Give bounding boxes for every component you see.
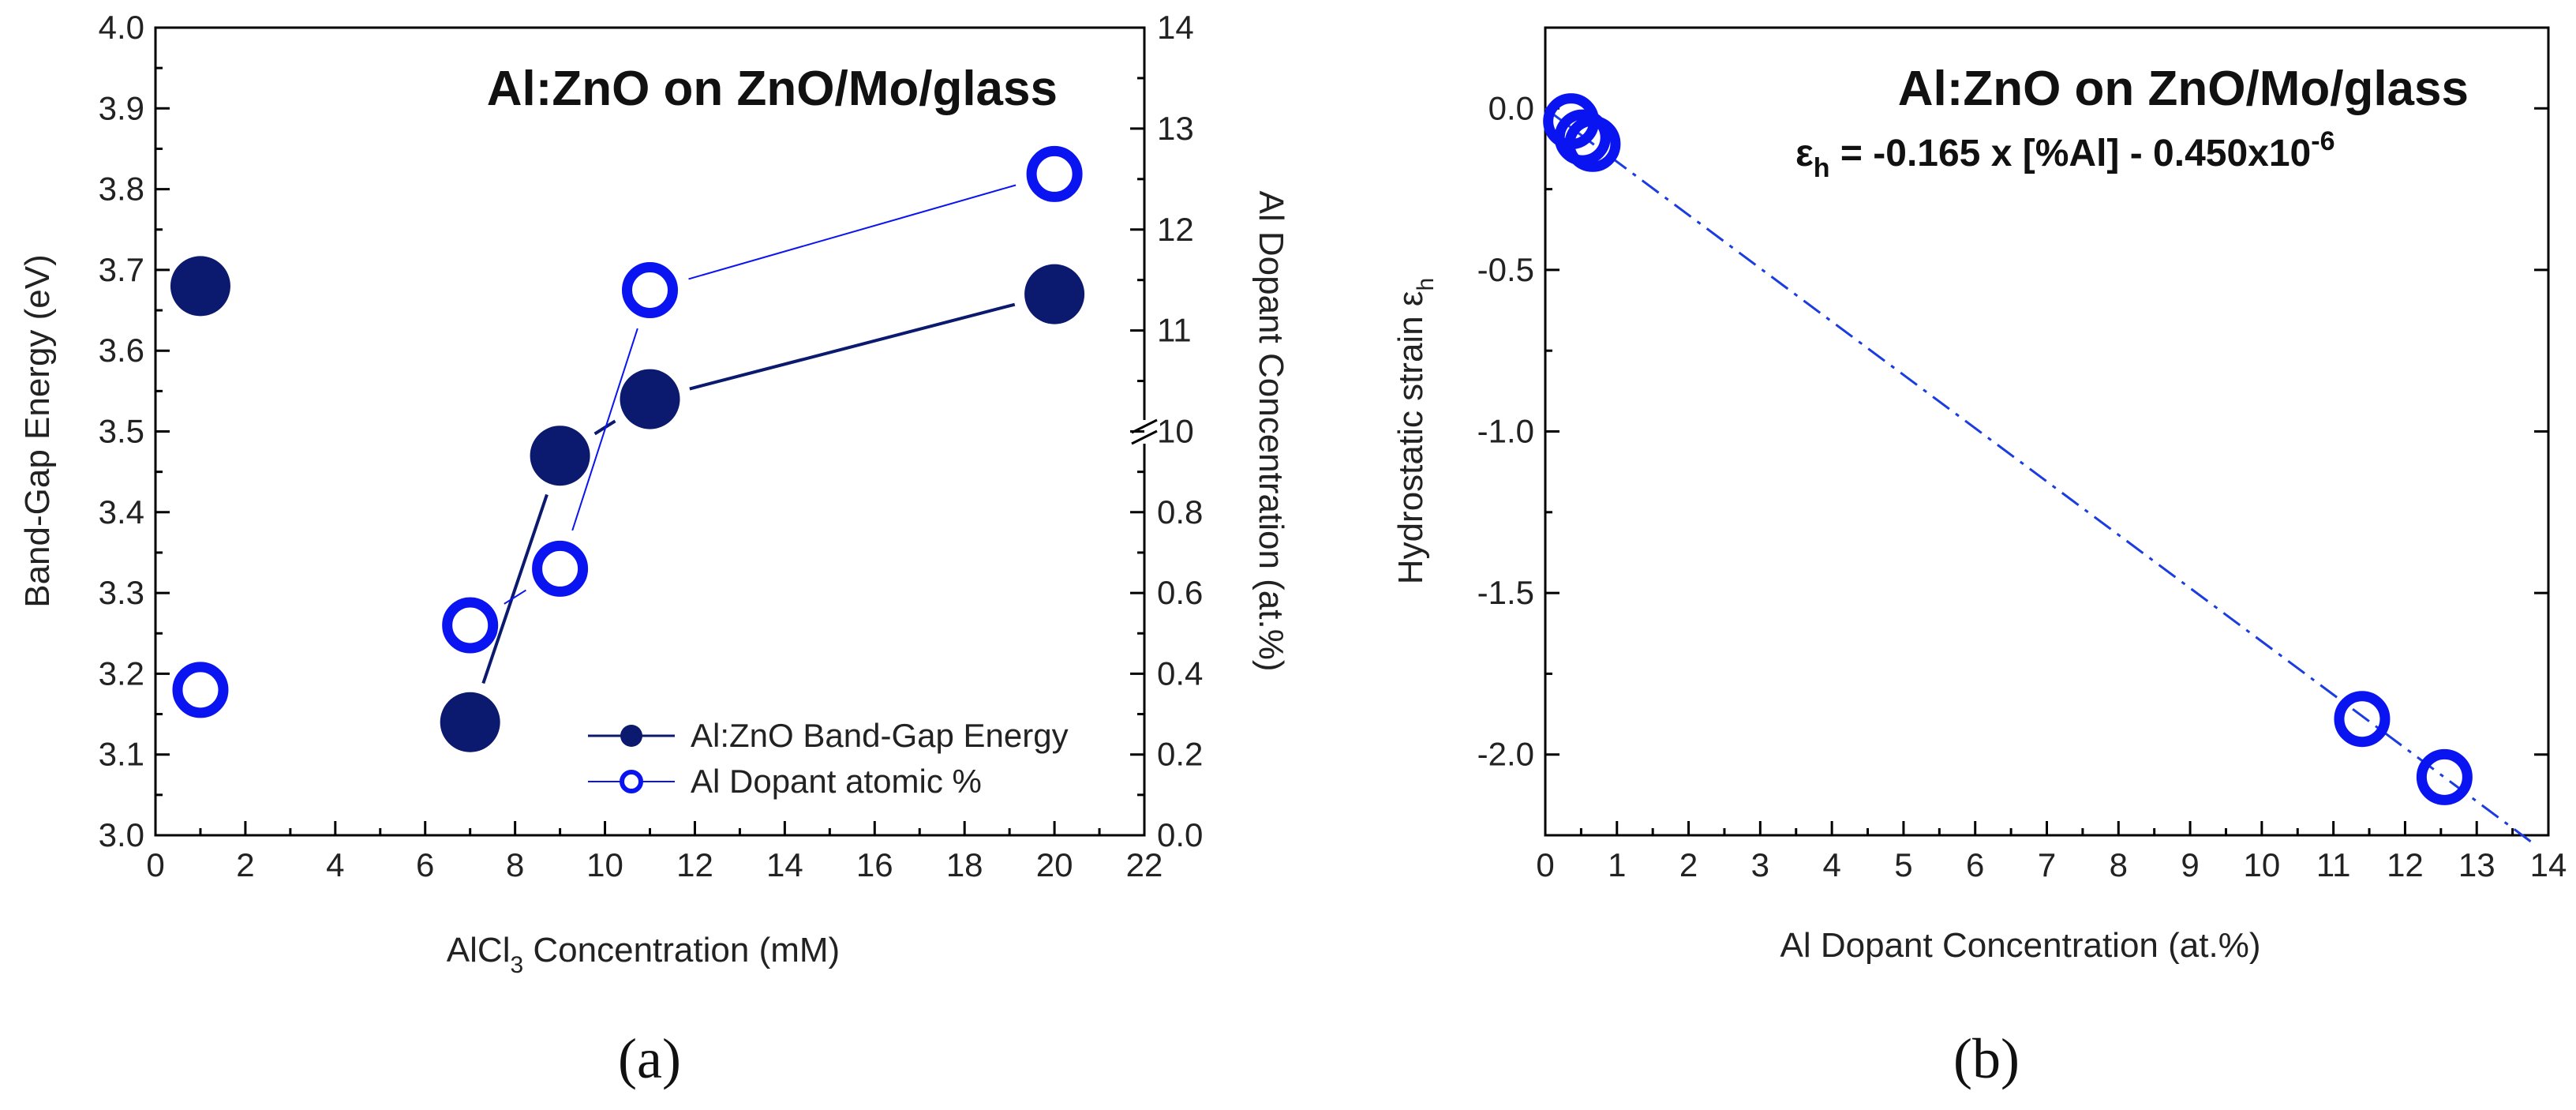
fit-line <box>1544 107 2535 846</box>
marks-b <box>1543 93 2473 805</box>
x-tick-label-b: 8 <box>2110 846 2128 883</box>
panel-label-b: (b) <box>1953 1027 2020 1090</box>
y2-tick-label-a: 0.0 <box>1157 816 1203 853</box>
ticks-a: 0 2 4 6 8 10 12 14 16 18 20 22 3.0 3.1 3.2 3.3 3.4 3.5 3.6… <box>99 9 1204 883</box>
panel-b: 0 1 2 3 4 5 6 7 8 9 10 11 12 13 140.0-0.5-1.0-1.5-2.0 … <box>1391 26 2567 1090</box>
dopant-point <box>532 540 589 597</box>
y-tick-label-a: 3.8 <box>99 171 144 208</box>
y2-tick-label-a: 10 <box>1157 413 1194 450</box>
x-axis-title-a: AlCl3 Concentration (mM) <box>447 931 840 978</box>
y-tick-label-a: 3.3 <box>99 574 144 611</box>
y-axis-title-b: Hydrostatic strain εh <box>1391 278 1439 584</box>
x-tick-label-a: 4 <box>326 846 344 883</box>
connectors-a <box>481 184 1017 684</box>
marks-a <box>170 145 1085 752</box>
dopant-point <box>442 597 499 654</box>
x-tick-label-b: 1 <box>1608 846 1626 883</box>
band-gap-connector <box>481 493 549 684</box>
y2-tick-label-a: 13 <box>1157 110 1194 147</box>
y-tick-label-a: 3.4 <box>99 493 144 531</box>
y-tick-label-a: 3.2 <box>99 654 144 692</box>
x-tick-label-b: 13 <box>2458 846 2496 883</box>
x-tick-label-b: 3 <box>1751 846 1769 883</box>
y-tick-label-b: 0.0 <box>1488 89 1534 126</box>
plot-frame-a <box>154 26 1146 837</box>
x-tick-label-b: 2 <box>1679 846 1698 883</box>
y2-axis-title-a: Al Dopant Concentration (at.%) <box>1252 191 1290 672</box>
x-axis-title-b: Al Dopant Concentration (at.%) <box>1780 926 2261 965</box>
y-tick-label-a: 3.1 <box>99 736 144 773</box>
x-tick-label-a: 22 <box>1126 846 1163 883</box>
chart-title-a: Al:ZnO on ZnO/Mo/glass <box>487 62 1058 116</box>
x-tick-label-b: 5 <box>1894 846 1912 883</box>
dopant-connector <box>688 184 1017 280</box>
band-gap-point <box>530 426 590 486</box>
x-tick-label-a: 10 <box>586 846 623 883</box>
ticks-b: 0 1 2 3 4 5 6 7 8 9 10 11 12 13 140.0-0.5-1.0-1.5-2.0 <box>1477 89 2567 883</box>
band-gap-point <box>440 692 500 752</box>
band-gap-point <box>620 369 680 429</box>
legend-label-dopant: Al Dopant atomic % <box>691 763 982 800</box>
y2-tick-label-a: 14 <box>1157 9 1194 46</box>
strain-point <box>2416 748 2473 805</box>
x-tick-label-b: 7 <box>2038 846 2056 883</box>
y-tick-label-a: 4.0 <box>99 9 144 46</box>
y2-tick-label-a: 0.2 <box>1157 736 1203 773</box>
y-tick-label-b: -1.0 <box>1477 413 1534 450</box>
panel-label-a: (a) <box>618 1027 681 1090</box>
legend-a: Al:ZnO Band-Gap Energy Al Dopant atomic … <box>588 717 1069 800</box>
panel-a: 0 2 4 6 8 10 12 14 16 18 20 22 3.0 3.1 3.2 3.3 3.4 3.5 3.6… <box>18 9 1290 1090</box>
dopant-connector <box>504 589 526 605</box>
y2-tick-label-a: 0.6 <box>1157 574 1203 611</box>
y-tick-label-a: 3.7 <box>99 251 144 288</box>
x-tick-label-a: 0 <box>146 846 164 883</box>
x-tick-label-a: 2 <box>236 846 254 883</box>
x-tick-label-b: 14 <box>2530 846 2567 883</box>
dopant-point <box>1026 145 1083 202</box>
band-gap-point <box>170 256 230 317</box>
y-tick-label-b: -1.5 <box>1477 574 1534 611</box>
dopant-connector <box>571 328 638 531</box>
y2-tick-label-a: 12 <box>1157 211 1194 248</box>
legend-marker-band-gap <box>620 725 642 747</box>
strain-point <box>1564 115 1621 172</box>
x-tick-label-a: 14 <box>766 846 803 883</box>
legend-label-band-gap: Al:ZnO Band-Gap Energy <box>691 717 1069 754</box>
y-tick-label-a: 3.5 <box>99 413 144 450</box>
y-tick-label-a: 3.0 <box>99 816 144 853</box>
y-tick-label-a: 3.9 <box>99 89 144 126</box>
x-tick-label-b: 4 <box>1822 846 1840 883</box>
x-tick-label-a: 6 <box>416 846 434 883</box>
fit-equation: εh = -0.165 x [%Al] - 0.450x10-6 <box>1795 126 2334 183</box>
x-tick-label-b: 6 <box>1966 846 1984 883</box>
y-tick-label-a: 3.6 <box>99 332 144 369</box>
x-tick-label-b: 10 <box>2243 846 2280 883</box>
band-gap-connector <box>689 302 1016 391</box>
x-tick-label-a: 18 <box>946 846 983 883</box>
x-tick-label-b: 11 <box>2316 846 2351 883</box>
band-gap-point <box>1024 264 1085 324</box>
y-axis-title-a: Band-Gap Energy (eV) <box>18 254 57 608</box>
y-tick-label-b: -2.0 <box>1477 736 1534 773</box>
x-tick-label-a: 12 <box>676 846 713 883</box>
y2-tick-label-a: 0.4 <box>1157 654 1203 692</box>
dopant-point <box>622 261 678 318</box>
y2-tick-label-a: 11 <box>1157 312 1192 349</box>
x-tick-label-b: 9 <box>2181 846 2199 883</box>
dopant-point <box>172 662 229 718</box>
x-tick-label-a: 8 <box>506 846 524 883</box>
x-tick-label-b: 12 <box>2387 846 2424 883</box>
chart-title-b: Al:ZnO on ZnO/Mo/glass <box>1898 62 2469 116</box>
x-tick-label-b: 0 <box>1536 846 1554 883</box>
legend-marker-dopant <box>620 770 643 793</box>
y2-tick-label-a: 0.8 <box>1157 493 1203 531</box>
strain-point <box>2334 691 2391 748</box>
y-tick-label-b: -0.5 <box>1477 251 1534 288</box>
x-tick-label-a: 16 <box>856 846 893 883</box>
x-tick-label-a: 20 <box>1036 846 1073 883</box>
